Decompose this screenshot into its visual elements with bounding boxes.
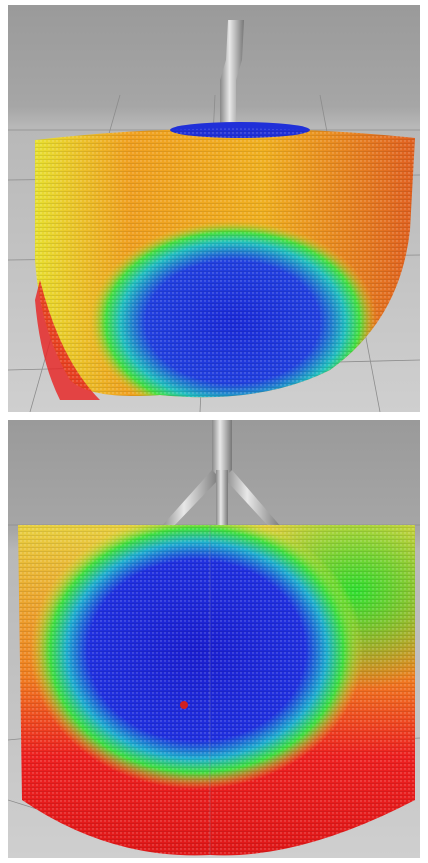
marker [180, 701, 188, 709]
vector-texture [18, 525, 415, 855]
screenshot [0, 0, 428, 863]
bottom-render [8, 420, 420, 858]
page [0, 0, 428, 863]
top-render [8, 5, 420, 412]
